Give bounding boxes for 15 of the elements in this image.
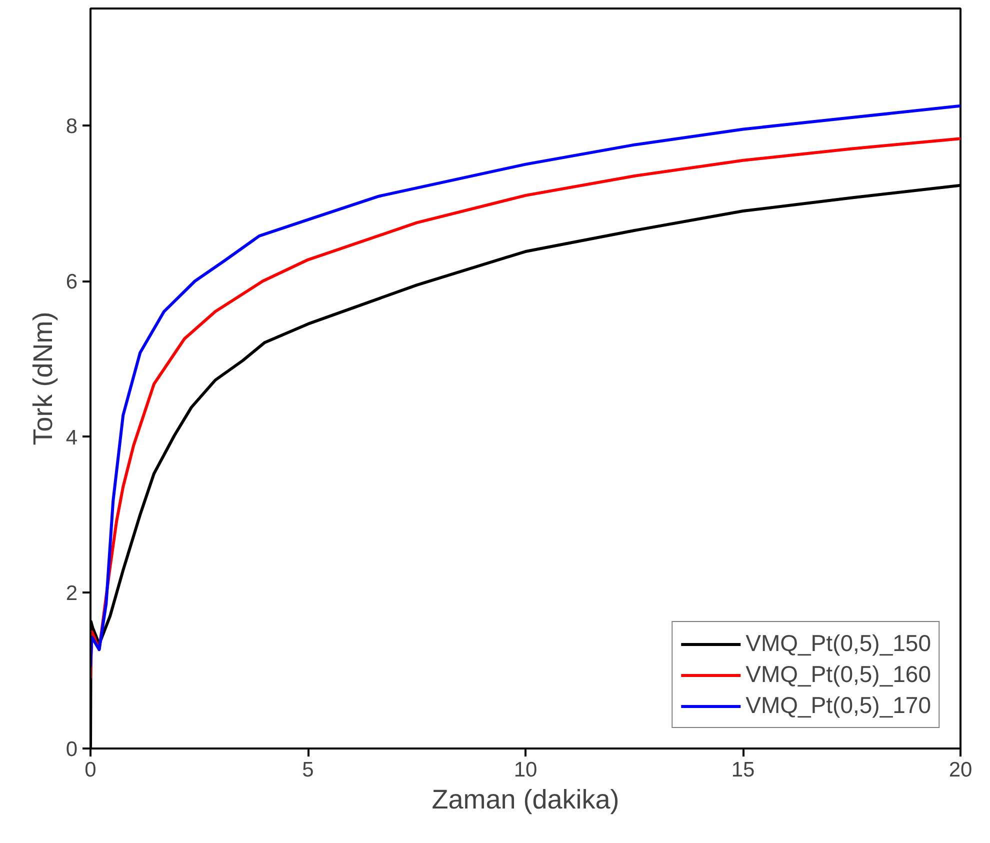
legend-label: VMQ_Pt(0,5)_170 (746, 692, 931, 719)
legend-label: VMQ_Pt(0,5)_150 (746, 630, 931, 657)
x-tick-label: 0 (84, 758, 96, 782)
legend-label: VMQ_Pt(0,5)_160 (746, 661, 931, 688)
x-tick-label: 10 (514, 758, 538, 782)
x-tick-label: 20 (948, 758, 972, 782)
x-tick-label: 15 (731, 758, 755, 782)
y-tick-label: 8 (66, 114, 78, 138)
x-tick-label: 5 (302, 758, 314, 782)
y-tick-label: 6 (66, 270, 78, 294)
y-tick-label: 0 (66, 738, 78, 761)
y-tick-label: 4 (66, 426, 78, 450)
x-axis-title: Zaman (dakika) (432, 784, 620, 814)
y-axis-title: Tork (dNm) (28, 312, 58, 446)
y-tick-label: 2 (66, 582, 78, 606)
